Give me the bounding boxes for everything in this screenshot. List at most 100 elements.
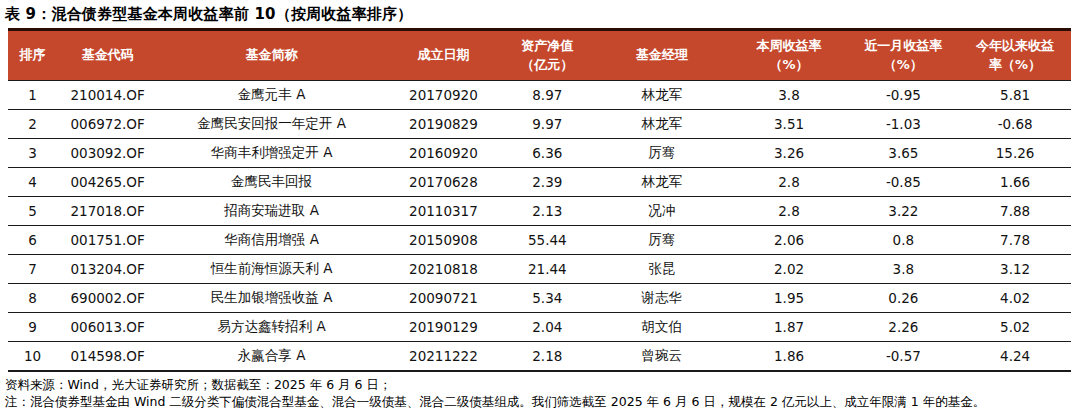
table-row: 9006013.OF易方达鑫转招利 A201901292.04胡文伯1.872.…	[8, 313, 1071, 342]
cell-ytd-return: 5.81	[959, 81, 1071, 110]
cell-fund-name: 金鹰民安回报一年定开 A	[158, 110, 385, 139]
footnotes: 资料来源：Wind，光大证券研究所；数据截至：2025 年 6 月 6 日； 注…	[4, 376, 1068, 410]
header-label: 排序	[20, 47, 46, 62]
method-note: 注：混合债券型基金由 Wind 二级分类下偏债混合型基金、混合一级债基、混合二级…	[5, 393, 1068, 410]
cell-fund-code: 013204.OF	[57, 255, 158, 284]
cell-fund-manager: 曾琬云	[593, 342, 731, 372]
cell-nav: 2.13	[502, 197, 593, 226]
cell-ytd-return: 7.78	[959, 226, 1071, 255]
cell-fund-name: 民生加银增强收益 A	[158, 284, 385, 313]
table-row: 3003092.OF华商丰利增强定开 A201609206.36厉骞3.263.…	[8, 139, 1071, 168]
header-label: 基金代码	[82, 47, 134, 62]
header-cell-fund-name: 基金简称	[158, 30, 385, 81]
table-row: 10014598.OF永赢合享 A202112222.18曾琬云1.86-0.5…	[8, 342, 1071, 372]
cell-inception-date: 20170628	[385, 168, 502, 197]
cell-fund-name: 易方达鑫转招利 A	[158, 313, 385, 342]
cell-weekly-return: 3.26	[731, 139, 848, 168]
cell-fund-code: 014598.OF	[57, 342, 158, 372]
cell-rank: 3	[8, 139, 57, 168]
cell-inception-date: 20190829	[385, 110, 502, 139]
source-note: 资料来源：Wind，光大证券研究所；数据截至：2025 年 6 月 6 日；	[5, 376, 1068, 393]
cell-ytd-return: 7.88	[959, 197, 1071, 226]
cell-monthly-return: -0.85	[848, 168, 960, 197]
cell-ytd-return: 3.12	[959, 255, 1071, 284]
cell-ytd-return: 4.02	[959, 284, 1071, 313]
table-row: 7013204.OF恒生前海恒源天利 A2021081821.44张昆2.023…	[8, 255, 1071, 284]
header-row: 排序基金代码基金简称成立日期资产净值（亿元）基金经理本周收益率（%）近一月收益率…	[8, 30, 1071, 81]
header-cell-inception-date: 成立日期	[385, 30, 502, 81]
cell-inception-date: 20211222	[385, 342, 502, 372]
cell-inception-date: 20210818	[385, 255, 502, 284]
cell-rank: 6	[8, 226, 57, 255]
cell-weekly-return: 2.02	[731, 255, 848, 284]
cell-fund-code: 217018.OF	[57, 197, 158, 226]
cell-inception-date: 20110317	[385, 197, 502, 226]
cell-weekly-return: 2.8	[731, 197, 848, 226]
header-cell-rank: 排序	[8, 30, 57, 81]
table-row: 8690002.OF民生加银增强收益 A200907215.34谢志华1.950…	[8, 284, 1071, 313]
cell-fund-code: 006972.OF	[57, 110, 158, 139]
cell-monthly-return: 3.8	[848, 255, 960, 284]
cell-rank: 2	[8, 110, 57, 139]
cell-weekly-return: 1.95	[731, 284, 848, 313]
cell-inception-date: 20150908	[385, 226, 502, 255]
header-label: 近一月收益率	[864, 38, 942, 53]
header-label: （%）	[770, 57, 809, 72]
cell-nav: 2.39	[502, 168, 593, 197]
cell-nav: 2.18	[502, 342, 593, 372]
header-cell-fund-manager: 基金经理	[593, 30, 731, 81]
cell-ytd-return: -0.68	[959, 110, 1071, 139]
table-row: 6001751.OF华商信用增强 A2015090855.44厉骞2.060.8…	[8, 226, 1071, 255]
cell-rank: 10	[8, 342, 57, 372]
cell-fund-manager: 况冲	[593, 197, 731, 226]
header-cell-ytd-return: 今年以来收益率（%）	[959, 30, 1071, 81]
cell-fund-name: 华商丰利增强定开 A	[158, 139, 385, 168]
cell-nav: 8.97	[502, 81, 593, 110]
cell-inception-date: 20190129	[385, 313, 502, 342]
cell-monthly-return: 3.65	[848, 139, 960, 168]
cell-monthly-return: -0.95	[848, 81, 960, 110]
cell-nav: 55.44	[502, 226, 593, 255]
cell-fund-code: 210014.OF	[57, 81, 158, 110]
cell-fund-code: 003092.OF	[57, 139, 158, 168]
table-title: 表 9：混合债券型基金本周收益率前 10（按周收益率排序）	[4, 3, 1068, 28]
cell-nav: 5.34	[502, 284, 593, 313]
cell-rank: 4	[8, 168, 57, 197]
cell-ytd-return: 15.26	[959, 139, 1071, 168]
cell-monthly-return: 0.8	[848, 226, 960, 255]
cell-nav: 21.44	[502, 255, 593, 284]
cell-fund-manager: 厉骞	[593, 139, 731, 168]
table-body: 1210014.OF金鹰元丰 A201709208.97林龙军3.8-0.955…	[8, 81, 1071, 372]
cell-fund-manager: 厉骞	[593, 226, 731, 255]
cell-weekly-return: 2.8	[731, 168, 848, 197]
cell-inception-date: 20160920	[385, 139, 502, 168]
cell-fund-name: 金鹰元丰 A	[158, 81, 385, 110]
cell-monthly-return: -0.57	[848, 342, 960, 372]
table-row: 2006972.OF金鹰民安回报一年定开 A201908299.97林龙军3.5…	[8, 110, 1071, 139]
cell-monthly-return: -1.03	[848, 110, 960, 139]
cell-fund-name: 华商信用增强 A	[158, 226, 385, 255]
cell-fund-manager: 张昆	[593, 255, 731, 284]
cell-monthly-return: 3.22	[848, 197, 960, 226]
table-header: 排序基金代码基金简称成立日期资产净值（亿元）基金经理本周收益率（%）近一月收益率…	[8, 30, 1071, 81]
cell-fund-name: 永赢合享 A	[158, 342, 385, 372]
cell-weekly-return: 1.86	[731, 342, 848, 372]
cell-fund-name: 招商安瑞进取 A	[158, 197, 385, 226]
cell-inception-date: 20090721	[385, 284, 502, 313]
table-row: 1210014.OF金鹰元丰 A201709208.97林龙军3.8-0.955…	[8, 81, 1071, 110]
cell-fund-name: 金鹰民丰回报	[158, 168, 385, 197]
cell-nav: 9.97	[502, 110, 593, 139]
cell-rank: 7	[8, 255, 57, 284]
cell-monthly-return: 2.26	[848, 313, 960, 342]
table-row: 4004265.OF金鹰民丰回报201706282.39林龙军2.8-0.851…	[8, 168, 1071, 197]
cell-weekly-return: 3.8	[731, 81, 848, 110]
cell-rank: 8	[8, 284, 57, 313]
header-label: 资产净值	[521, 38, 573, 53]
cell-nav: 6.36	[502, 139, 593, 168]
cell-weekly-return: 1.87	[731, 313, 848, 342]
header-label: （%）	[884, 57, 923, 72]
header-label: 本周收益率	[757, 38, 822, 53]
cell-fund-manager: 林龙军	[593, 81, 731, 110]
report-table-figure: 表 9：混合债券型基金本周收益率前 10（按周收益率排序） 排序 基金代码 基金简称…	[0, 0, 1072, 410]
table-row: 5217018.OF招商安瑞进取 A201103172.13况冲2.83.227…	[8, 197, 1071, 226]
